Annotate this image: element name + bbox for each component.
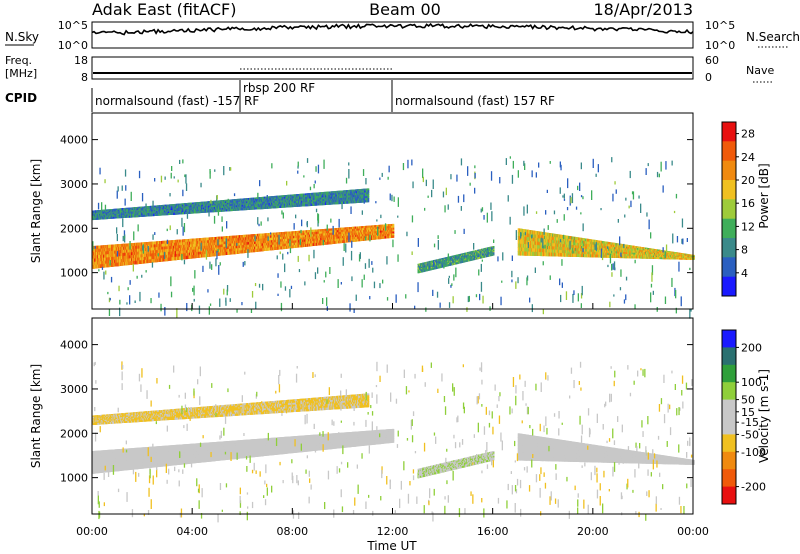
freq-left-tick-bottom: 8: [81, 71, 88, 84]
nave-right-tick-top: 60: [705, 54, 719, 67]
nave-right-tick-bottom: 0: [705, 71, 712, 84]
sky-right-label: N.Search: [746, 30, 800, 44]
nave-right-label: Nave: [746, 64, 774, 77]
cpid-segment-1: normalsound (fast) -157 RF: [95, 94, 259, 108]
sky-trace: [91, 22, 694, 36]
sky-right-tick-top: 10^5: [705, 19, 735, 32]
pixel-band-1-2856: [392, 223, 395, 227]
pixel-band-1-2862: [392, 235, 395, 238]
pixel-band-1-2860: [392, 231, 395, 234]
sky-left-label: N.Sky: [5, 30, 39, 44]
power-heatmap: [92, 156, 695, 319]
header-date: 18/Apr/2013: [593, 0, 693, 19]
header-beam-title: Beam 00: [369, 0, 441, 19]
cpid-segment-2: rbsp 200 RF: [243, 81, 315, 95]
freq-label-2: [MHz]: [5, 67, 37, 80]
header-station-title: Adak East (fitACF): [92, 0, 236, 19]
sky-trace-line: [91, 22, 694, 36]
sky-panel-frame: [91, 21, 694, 49]
sky-right-tick-bottom: 10^0: [705, 39, 735, 52]
pixel-band-1-2857: [392, 225, 395, 229]
pixel-band-1-2858: [392, 227, 395, 231]
pixel-band-1-2861: [392, 233, 395, 236]
sky-left-tick-top: 10^5: [58, 19, 88, 32]
sky-left-tick-bottom: 10^0: [58, 39, 88, 52]
freq-label-1: Freq.: [5, 54, 32, 67]
pixel-band-1-2859: [392, 229, 395, 233]
cpid-segment-3: normalsound (fast) 157 RF: [395, 94, 555, 108]
freq-left-tick-top: 18: [74, 54, 88, 67]
cpid-label: CPID: [5, 91, 37, 105]
freq-panel-frame: [91, 56, 694, 80]
